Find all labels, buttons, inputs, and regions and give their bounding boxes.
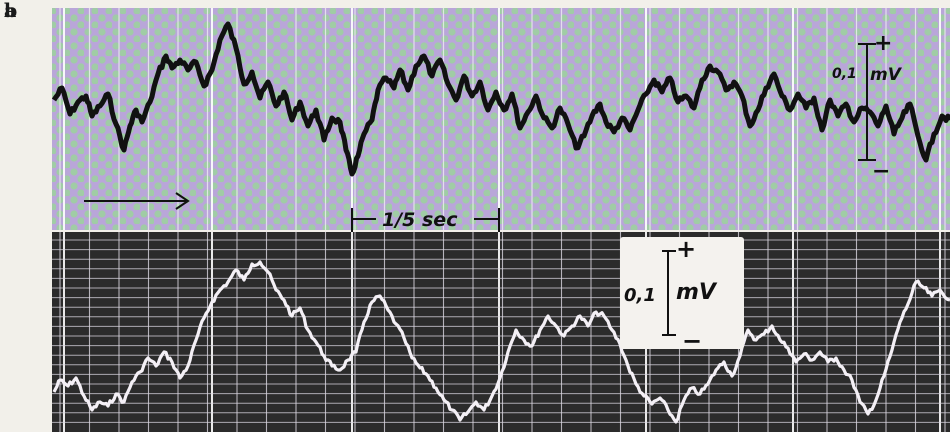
panel-a-label: a (4, 0, 17, 22)
scale-a-minus: − (872, 159, 890, 184)
panel-a-background (52, 8, 950, 230)
time-scale (351, 208, 500, 232)
panel-b-label: b (4, 0, 18, 22)
scale-bar-a (858, 43, 876, 161)
panel-a: + − 0,1 mV (51, 8, 950, 230)
scale-b-minus: − (682, 327, 702, 349)
panel-b (52, 232, 950, 432)
scale-b-value: 0,1 (624, 285, 656, 306)
trace-a (51, 21, 950, 177)
panel-b-background (52, 232, 950, 432)
scale-a-value: 0,1 (832, 66, 857, 82)
direction-arrow-icon (84, 192, 190, 210)
trace-b (52, 260, 950, 424)
scale-a-plus: + (874, 31, 892, 56)
scale-b-unit: mV (676, 280, 718, 305)
scale-a-unit: mV (870, 65, 903, 85)
time-scale-label: 1/5 sec (382, 209, 458, 231)
scale-box-b: + − 0,1 mV (620, 237, 744, 349)
scale-b-plus: + (676, 237, 696, 263)
